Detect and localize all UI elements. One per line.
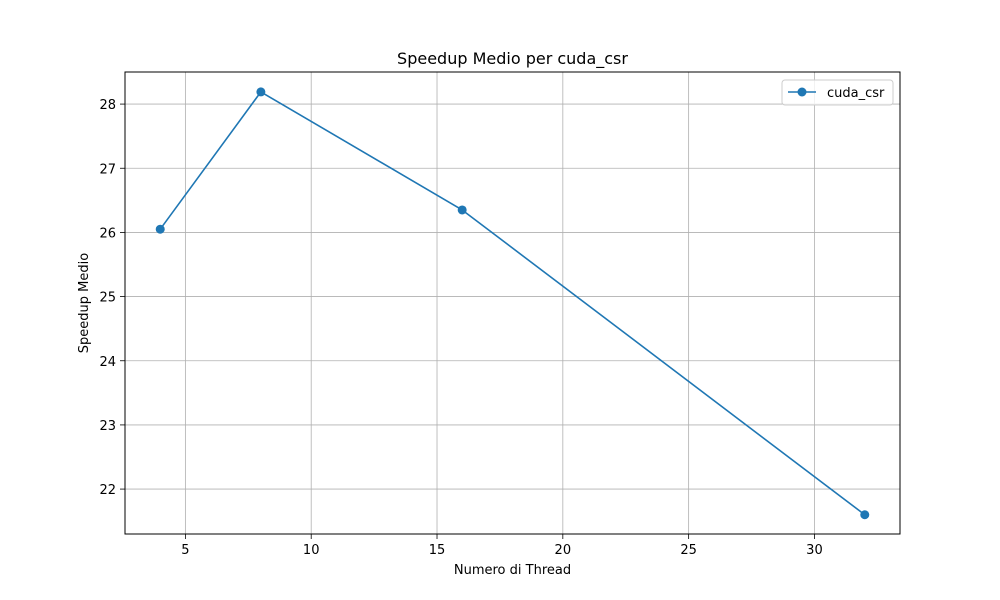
legend: cuda_csr <box>781 79 894 106</box>
series-layer <box>155 87 870 520</box>
legend-box <box>781 79 894 106</box>
x-tick-label: 25 <box>680 543 697 558</box>
plot-frame <box>124 71 901 535</box>
y-tick-label: 27 <box>99 162 116 177</box>
y-tick-label: 24 <box>99 355 116 370</box>
data-point <box>256 87 266 97</box>
data-point <box>155 224 165 234</box>
y-tick-label: 22 <box>99 483 116 498</box>
data-point <box>457 205 467 215</box>
y-tick-label: 23 <box>99 419 116 434</box>
x-tick-label: 20 <box>555 543 572 558</box>
x-tick-label: 30 <box>806 543 823 558</box>
y-tick-label: 25 <box>99 291 116 306</box>
chart-title: Speedup Medio per cuda_csr <box>397 49 628 69</box>
x-tick-label: 5 <box>181 543 189 558</box>
x-tick-label: 15 <box>429 543 446 558</box>
legend-label: cuda_csr <box>827 86 885 101</box>
legend-marker-swatch <box>797 87 807 97</box>
y-axis-label: Speedup Medio <box>77 253 92 353</box>
x-axis-ticks: 5 10 15 20 25 30 <box>181 534 823 558</box>
y-axis-ticks: 22 23 24 25 26 27 28 <box>99 98 125 498</box>
y-tick-label: 28 <box>99 98 116 113</box>
y-tick-label: 26 <box>99 226 116 241</box>
x-tick-label: 10 <box>303 543 320 558</box>
series-line <box>159 91 866 516</box>
grid-lines <box>125 72 900 534</box>
x-axis-label: Numero di Thread <box>454 563 571 578</box>
data-point <box>860 510 870 520</box>
